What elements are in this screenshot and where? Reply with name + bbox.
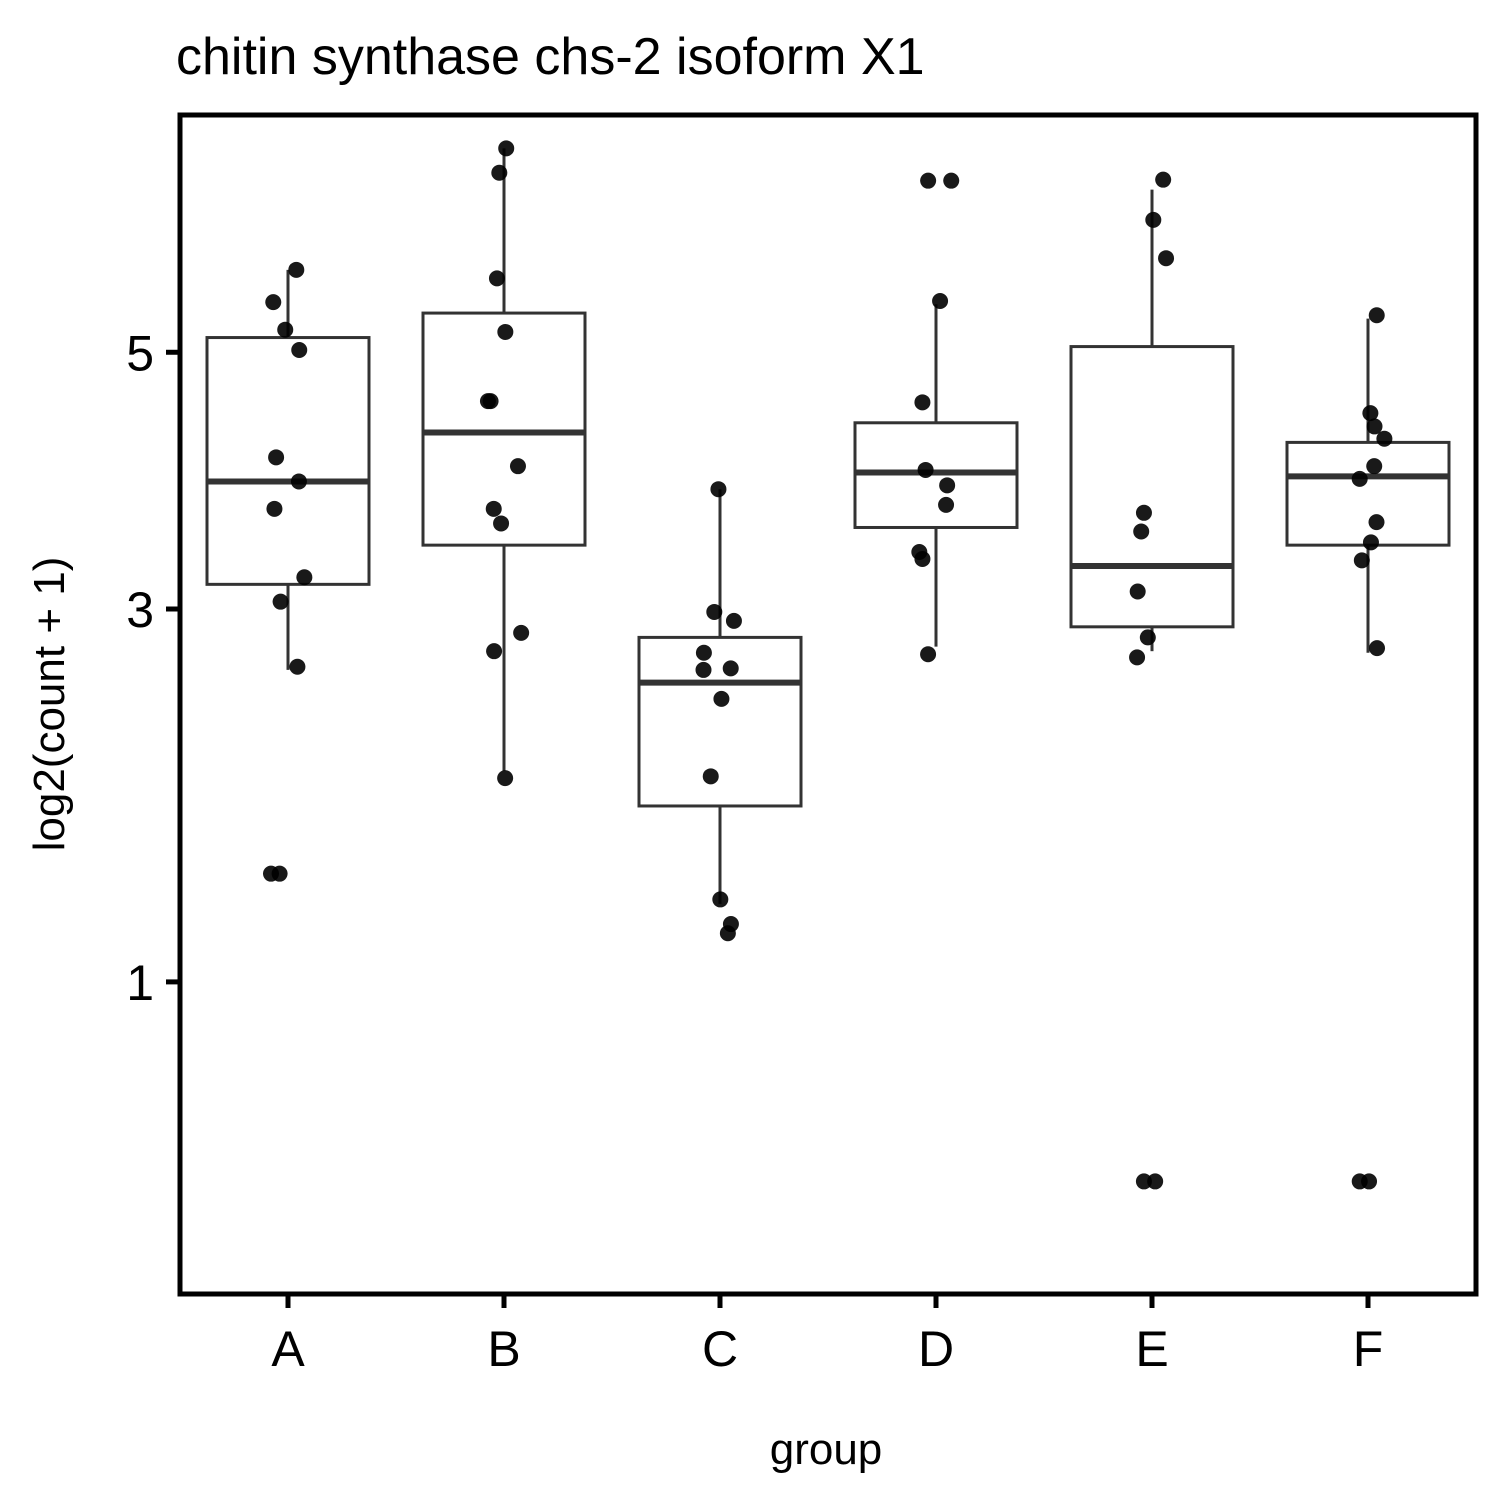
box-D [853, 304, 1019, 647]
points-C [695, 481, 742, 942]
data-point [493, 515, 510, 532]
data-point [695, 661, 712, 678]
data-point [497, 323, 514, 340]
data-point [712, 891, 729, 908]
points-E [1129, 171, 1175, 1190]
data-point [486, 643, 503, 660]
y-tick-label: 5 [126, 325, 154, 381]
data-point [702, 768, 719, 785]
box-A [205, 269, 371, 670]
panel-border [177, 112, 1479, 1297]
data-point [291, 341, 308, 358]
data-point [710, 481, 727, 498]
data-point [485, 500, 502, 517]
plot-area [205, 140, 1451, 1190]
box-F [1285, 318, 1451, 653]
data-point [498, 140, 515, 157]
data-point [1139, 629, 1156, 646]
data-point [713, 690, 730, 707]
data-point [706, 603, 723, 620]
x-tick-label: E [1135, 1321, 1168, 1377]
x-tick-label: F [1353, 1321, 1384, 1377]
data-point [1369, 640, 1386, 657]
data-point [1135, 1173, 1152, 1190]
data-point [491, 164, 508, 181]
data-point [1158, 250, 1175, 267]
data-point [497, 770, 514, 787]
data-point [1376, 430, 1393, 447]
y-tick-label: 3 [126, 582, 154, 638]
points-D [911, 172, 960, 663]
data-point [1135, 504, 1152, 521]
axes: 1 3 5 A B C D E F [126, 112, 1479, 1377]
box-body [1285, 440, 1451, 547]
data-point [1368, 514, 1385, 531]
x-axis-title: group [770, 1425, 883, 1474]
y-tick-label: 1 [126, 955, 154, 1011]
x-tick-label: C [702, 1321, 738, 1377]
data-point [1129, 583, 1146, 600]
data-point [725, 612, 742, 629]
data-point [290, 473, 307, 490]
data-point [1362, 534, 1379, 551]
box-B [421, 148, 587, 771]
box-body [637, 635, 803, 808]
data-point [695, 644, 712, 661]
y-axis-title: log2(count + 1) [25, 557, 74, 852]
data-point [272, 593, 289, 610]
box-E [1069, 189, 1235, 652]
chart-title: chitin synthase chs-2 isoform X1 [176, 28, 925, 86]
data-point [1366, 458, 1383, 475]
points-B [479, 140, 530, 787]
data-point [1129, 649, 1146, 666]
x-tick-label: D [918, 1321, 954, 1377]
data-point [938, 496, 955, 513]
box-body [421, 311, 587, 547]
data-point [722, 660, 739, 677]
data-point [932, 293, 949, 310]
data-point [1351, 470, 1368, 487]
data-point [914, 394, 931, 411]
data-point [288, 261, 305, 278]
data-point [271, 865, 288, 882]
data-point [265, 294, 282, 311]
data-point [1147, 1173, 1164, 1190]
data-point [939, 477, 956, 494]
data-point [509, 458, 526, 475]
data-point [719, 925, 736, 942]
data-point [296, 569, 313, 586]
data-point [1362, 405, 1379, 422]
data-point [488, 270, 505, 287]
data-point [1351, 1173, 1368, 1190]
data-point [266, 500, 283, 517]
x-tick-label: A [271, 1321, 305, 1377]
box-body [205, 336, 371, 586]
data-point [1353, 552, 1370, 569]
points-A [263, 261, 313, 882]
data-point [1155, 171, 1172, 188]
data-point [1368, 307, 1385, 324]
data-point [479, 393, 496, 410]
data-point [943, 172, 960, 189]
data-point [1366, 418, 1383, 435]
data-point [1133, 523, 1150, 540]
points-F [1351, 307, 1393, 1190]
data-point [1145, 211, 1162, 228]
data-point [513, 624, 530, 641]
data-point [289, 658, 306, 675]
x-tick-label: B [487, 1321, 520, 1377]
data-point [920, 646, 937, 663]
data-point [914, 550, 931, 567]
data-point [268, 449, 285, 466]
data-point [277, 321, 294, 338]
data-point [920, 172, 937, 189]
data-point [917, 461, 934, 478]
box-body [1069, 345, 1235, 629]
